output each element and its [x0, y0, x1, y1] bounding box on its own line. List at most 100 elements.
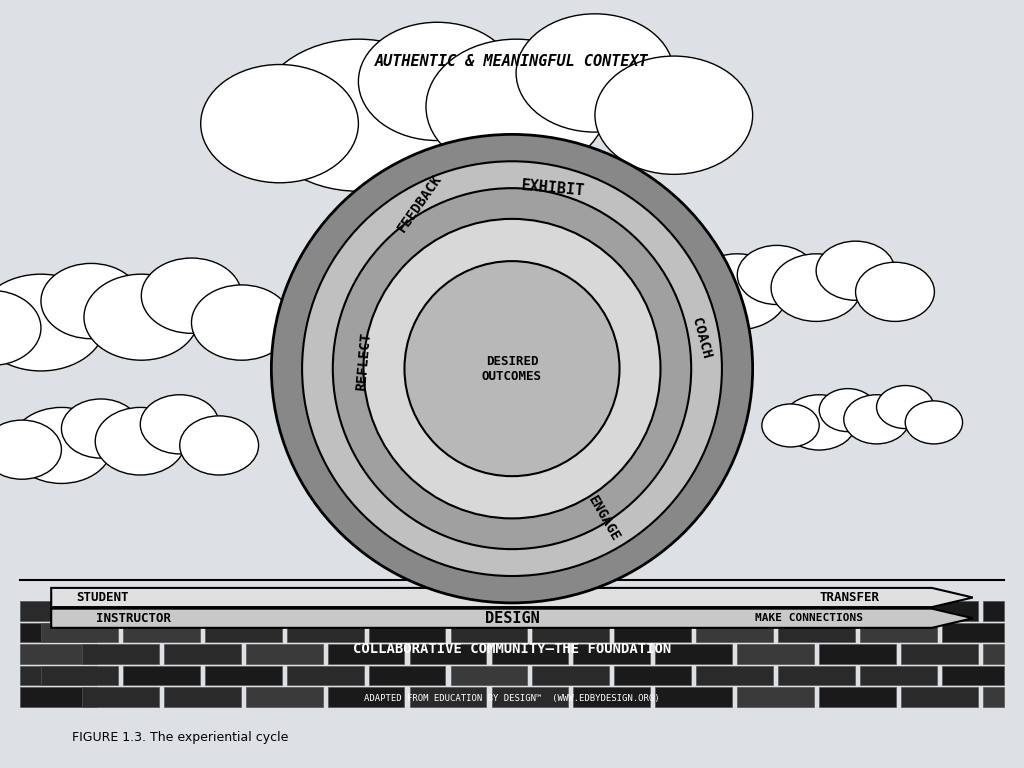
FancyBboxPatch shape: [492, 601, 568, 621]
Circle shape: [61, 399, 140, 458]
FancyBboxPatch shape: [983, 601, 1004, 621]
FancyBboxPatch shape: [20, 623, 97, 642]
FancyBboxPatch shape: [983, 644, 1004, 664]
FancyBboxPatch shape: [287, 623, 364, 642]
FancyBboxPatch shape: [246, 601, 323, 621]
FancyBboxPatch shape: [819, 601, 896, 621]
Text: TRANSFER: TRANSFER: [820, 591, 880, 604]
Text: FIGURE 1.3. The experiential cycle: FIGURE 1.3. The experiential cycle: [72, 731, 288, 743]
Polygon shape: [51, 588, 973, 607]
Circle shape: [84, 274, 199, 360]
FancyBboxPatch shape: [82, 687, 159, 707]
FancyBboxPatch shape: [942, 666, 1004, 685]
FancyBboxPatch shape: [41, 666, 118, 685]
FancyBboxPatch shape: [82, 601, 159, 621]
FancyBboxPatch shape: [737, 687, 814, 707]
Circle shape: [41, 263, 141, 339]
FancyBboxPatch shape: [492, 644, 568, 664]
FancyBboxPatch shape: [573, 644, 650, 664]
Text: EXHIBIT: EXHIBIT: [520, 178, 586, 198]
Polygon shape: [51, 608, 973, 628]
Circle shape: [877, 386, 934, 429]
Text: STUDENT: STUDENT: [76, 591, 129, 604]
FancyBboxPatch shape: [164, 687, 241, 707]
Text: COLLABORATIVE COMMUNITY—THE FOUNDATION: COLLABORATIVE COMMUNITY—THE FOUNDATION: [353, 642, 671, 656]
FancyBboxPatch shape: [696, 623, 773, 642]
FancyBboxPatch shape: [20, 666, 97, 685]
FancyBboxPatch shape: [737, 644, 814, 664]
Circle shape: [257, 39, 460, 191]
Circle shape: [10, 407, 113, 484]
FancyBboxPatch shape: [614, 666, 691, 685]
Circle shape: [201, 65, 358, 183]
FancyBboxPatch shape: [20, 644, 97, 664]
Circle shape: [905, 401, 963, 444]
FancyBboxPatch shape: [573, 687, 650, 707]
FancyBboxPatch shape: [901, 644, 978, 664]
FancyBboxPatch shape: [655, 644, 732, 664]
Text: ADAPTED FROM EDUCATION BY DESIGN™  (WWW.EDBYDESIGN.ORG): ADAPTED FROM EDUCATION BY DESIGN™ (WWW.E…: [365, 694, 659, 703]
Circle shape: [358, 22, 516, 141]
Circle shape: [140, 395, 219, 454]
Circle shape: [595, 56, 753, 174]
Ellipse shape: [333, 188, 691, 549]
FancyBboxPatch shape: [41, 623, 118, 642]
FancyBboxPatch shape: [246, 687, 323, 707]
FancyBboxPatch shape: [328, 644, 404, 664]
FancyBboxPatch shape: [20, 687, 97, 707]
FancyBboxPatch shape: [123, 623, 200, 642]
FancyBboxPatch shape: [655, 601, 732, 621]
Text: DESIRED
OUTCOMES: DESIRED OUTCOMES: [482, 355, 542, 382]
FancyBboxPatch shape: [492, 687, 568, 707]
Circle shape: [426, 39, 606, 174]
FancyBboxPatch shape: [246, 644, 323, 664]
FancyBboxPatch shape: [778, 623, 855, 642]
FancyBboxPatch shape: [410, 644, 486, 664]
Circle shape: [782, 395, 856, 450]
Text: MAKE CONNECTIONS: MAKE CONNECTIONS: [755, 613, 863, 624]
Circle shape: [516, 14, 674, 132]
Text: ENGAGE: ENGAGE: [586, 493, 623, 544]
FancyBboxPatch shape: [164, 644, 241, 664]
Circle shape: [0, 290, 41, 366]
Text: REFLECT: REFLECT: [354, 331, 373, 391]
FancyBboxPatch shape: [205, 666, 282, 685]
FancyBboxPatch shape: [573, 601, 650, 621]
FancyBboxPatch shape: [205, 623, 282, 642]
FancyBboxPatch shape: [901, 687, 978, 707]
Circle shape: [191, 285, 292, 360]
Circle shape: [658, 266, 737, 326]
Text: COACH: COACH: [689, 316, 714, 360]
FancyBboxPatch shape: [942, 623, 1004, 642]
FancyBboxPatch shape: [410, 601, 486, 621]
FancyBboxPatch shape: [328, 601, 404, 621]
Ellipse shape: [364, 219, 660, 518]
FancyBboxPatch shape: [328, 687, 404, 707]
Circle shape: [0, 274, 105, 371]
Circle shape: [771, 254, 861, 322]
Circle shape: [141, 258, 242, 333]
Text: FEEDBACK: FEEDBACK: [395, 172, 444, 235]
Circle shape: [737, 246, 816, 304]
Text: DESIGN: DESIGN: [484, 611, 540, 626]
FancyBboxPatch shape: [369, 666, 445, 685]
Circle shape: [180, 416, 259, 475]
Circle shape: [95, 407, 185, 475]
FancyBboxPatch shape: [860, 623, 937, 642]
Circle shape: [819, 389, 877, 432]
FancyBboxPatch shape: [123, 666, 200, 685]
FancyBboxPatch shape: [696, 666, 773, 685]
FancyBboxPatch shape: [819, 644, 896, 664]
FancyBboxPatch shape: [287, 666, 364, 685]
Circle shape: [844, 395, 909, 444]
FancyBboxPatch shape: [410, 687, 486, 707]
FancyBboxPatch shape: [614, 623, 691, 642]
FancyBboxPatch shape: [164, 601, 241, 621]
Circle shape: [762, 404, 819, 447]
Circle shape: [0, 420, 61, 479]
FancyBboxPatch shape: [737, 601, 814, 621]
FancyBboxPatch shape: [901, 601, 978, 621]
FancyBboxPatch shape: [369, 623, 445, 642]
FancyBboxPatch shape: [819, 687, 896, 707]
Circle shape: [856, 263, 934, 322]
